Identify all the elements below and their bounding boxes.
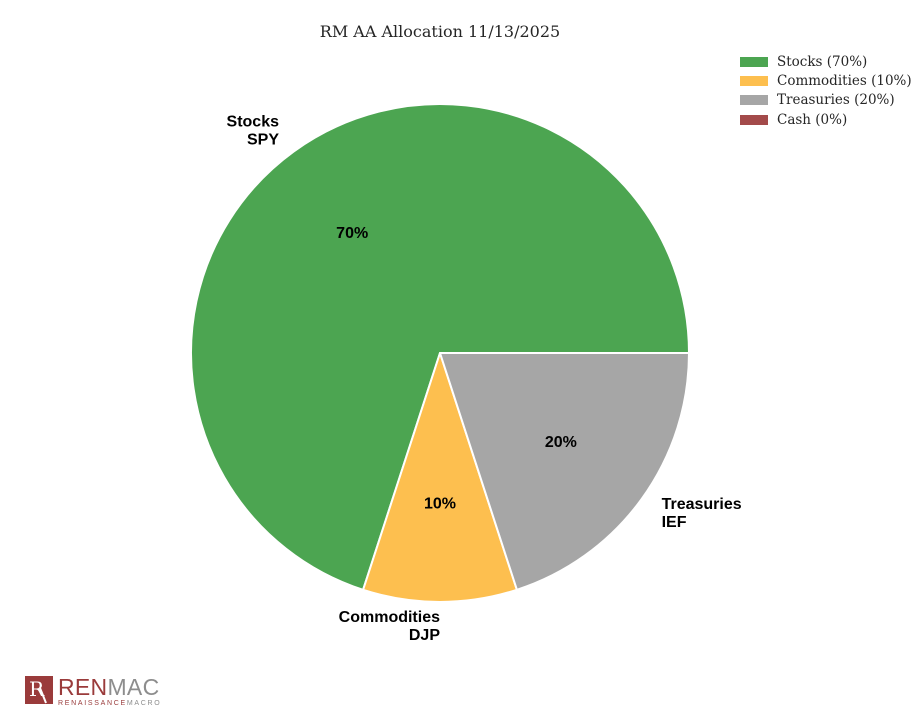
pie-slice-treasuries xyxy=(439,352,690,591)
logo-name: RENMAC xyxy=(58,676,161,699)
legend-item-treasuries: Treasuries (20%) xyxy=(740,91,912,110)
pie-slice-commodities xyxy=(362,352,518,603)
logo-sub-macro: MACRO xyxy=(126,700,162,707)
chart-title: RM AA Allocation 11/13/2025 xyxy=(319,22,561,41)
logo-name-mac: MAC xyxy=(107,674,160,700)
slice-label-treasuries: Treasuries IEF xyxy=(662,496,742,531)
legend-item-commodities: Commodities (10%) xyxy=(740,71,912,90)
renmac-logo-mark-icon: R xyxy=(25,676,53,704)
logo-text-block: RENMAC RENAISSANCEMACRO xyxy=(58,676,161,708)
renmac-logo: R RENMAC RENAISSANCEMACRO xyxy=(25,676,161,707)
slice-label-stocks: Stocks SPY xyxy=(227,113,280,148)
legend-swatch-commodities xyxy=(740,76,768,87)
legend-label-stocks: Stocks (70%) xyxy=(777,53,868,70)
pie-slice-stocks xyxy=(190,102,690,591)
pct-label-commodities: 10% xyxy=(424,495,456,512)
legend-label-treasuries: Treasuries (20%) xyxy=(777,92,895,109)
legend-swatch-treasuries xyxy=(740,95,768,106)
legend-item-stocks: Stocks (70%) xyxy=(740,52,912,71)
legend-swatch-cash xyxy=(740,114,768,125)
slice-label-commodities: Commodities DJP xyxy=(339,609,441,644)
legend-swatch-stocks xyxy=(740,56,768,67)
legend-item-cash: Cash (0%) xyxy=(740,110,912,129)
pct-label-treasuries: 20% xyxy=(545,434,577,451)
legend: Stocks (70%) Commodities (10%) Treasuries … xyxy=(740,52,912,130)
logo-mark-letter: R xyxy=(29,677,45,701)
legend-label-cash: Cash (0%) xyxy=(777,111,848,128)
logo-subtext: RENAISSANCEMACRO xyxy=(58,700,161,707)
logo-name-ren: REN xyxy=(58,674,108,700)
legend-label-commodities: Commodities (10%) xyxy=(777,73,912,90)
logo-sub-renaissance: RENAISSANCE xyxy=(58,700,127,707)
pct-label-stocks: 70% xyxy=(336,225,368,242)
